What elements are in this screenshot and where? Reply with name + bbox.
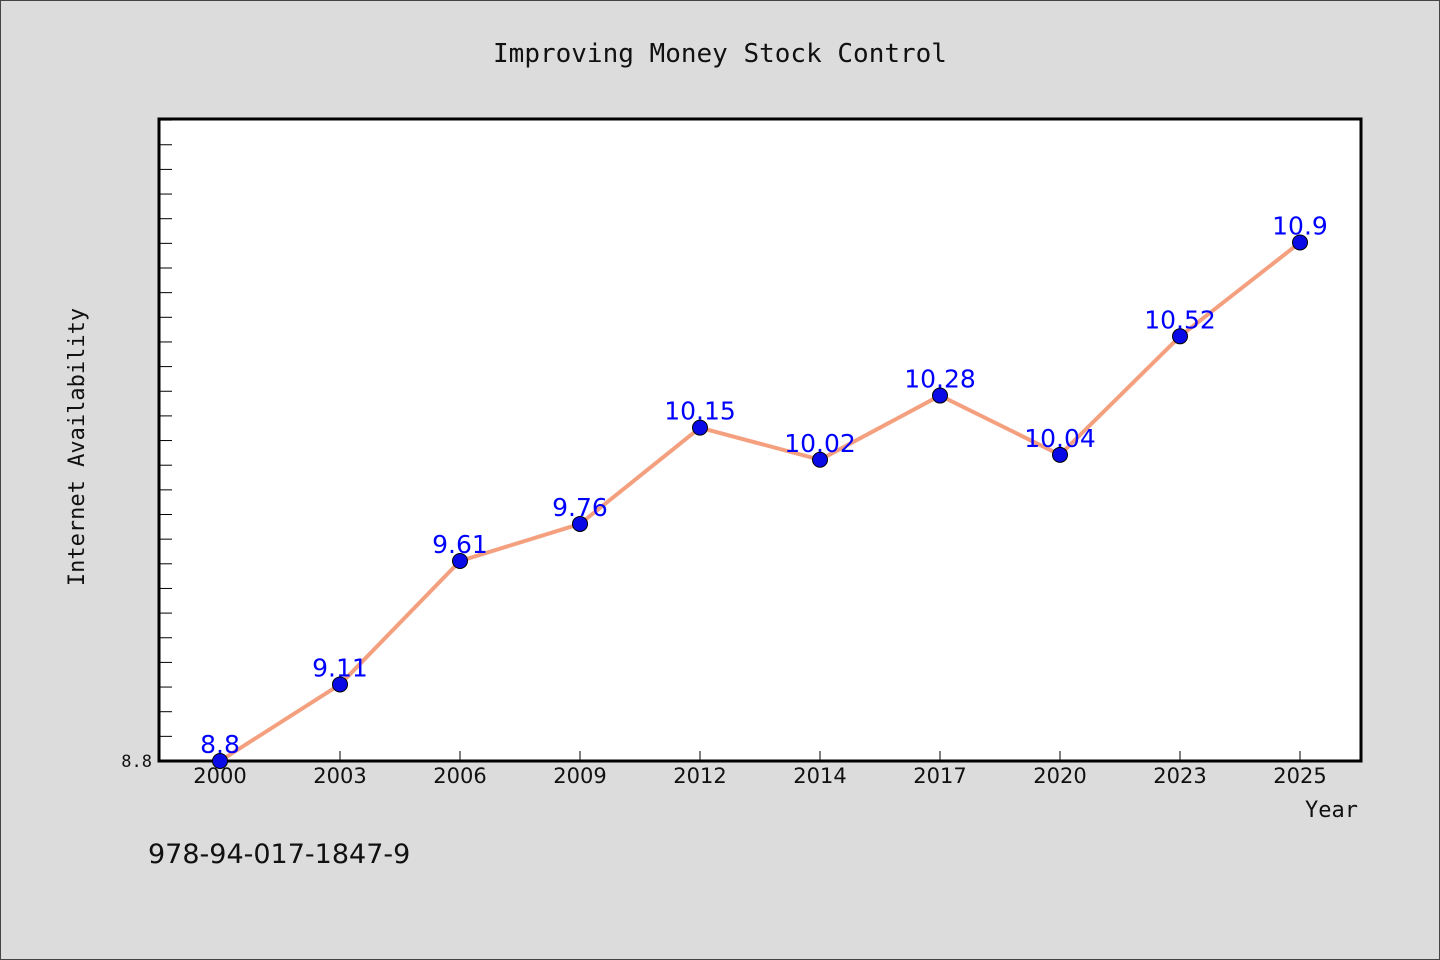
series-line xyxy=(218,240,1302,763)
data-point xyxy=(572,515,588,532)
data-label: 9.61 xyxy=(432,530,488,559)
data-point xyxy=(932,387,948,404)
x-tick-label: 2025 xyxy=(1273,764,1326,788)
data-label: 10.52 xyxy=(1144,305,1216,334)
data-label: 10.02 xyxy=(784,429,856,458)
x-tick-label: 2017 xyxy=(913,764,966,788)
series-layer: 8.8 9.11 9.61 9.76 10.15 10.02 10.28 10.04 10.52… xyxy=(200,211,1328,769)
data-label: 8.8 xyxy=(200,730,240,759)
x-axis-ticks: 2000 2003 2006 2009 2012 2014 2017 2020 2023 2025 xyxy=(193,751,1327,788)
footnote-isbn: 978-94-017-1847-9 xyxy=(148,839,410,870)
data-point xyxy=(1292,234,1308,251)
data-label: 10.28 xyxy=(904,365,976,394)
y-axis-ticks: 8.8 xyxy=(121,119,172,772)
data-label: 9.76 xyxy=(552,493,608,522)
data-point xyxy=(692,419,708,436)
x-tick-label: 2012 xyxy=(673,764,726,788)
data-label: 10.15 xyxy=(664,397,736,426)
plot-area xyxy=(157,117,1363,763)
data-label: 9.11 xyxy=(312,653,368,682)
data-label: 10.04 xyxy=(1024,424,1096,453)
data-point xyxy=(212,753,228,769)
x-tick-label: 2020 xyxy=(1033,764,1086,788)
x-axis-label: Year xyxy=(1305,798,1358,823)
x-tick-label: 2023 xyxy=(1153,764,1206,788)
x-tick-label: 2014 xyxy=(793,764,846,788)
data-point xyxy=(332,676,348,693)
data-point xyxy=(812,451,828,468)
data-point xyxy=(1172,328,1188,345)
chart-title: Improving Money Stock Control xyxy=(493,39,947,69)
x-tick-label: 2009 xyxy=(553,764,606,788)
y-axis-label: Internet Availability xyxy=(65,308,90,586)
data-label: 10.9 xyxy=(1272,211,1328,240)
data-point xyxy=(1052,446,1068,463)
x-tick-label: 2003 xyxy=(313,764,366,788)
data-point xyxy=(452,552,468,569)
x-tick-label: 2006 xyxy=(433,764,486,788)
y-tick-label: 8.8 xyxy=(121,752,152,772)
